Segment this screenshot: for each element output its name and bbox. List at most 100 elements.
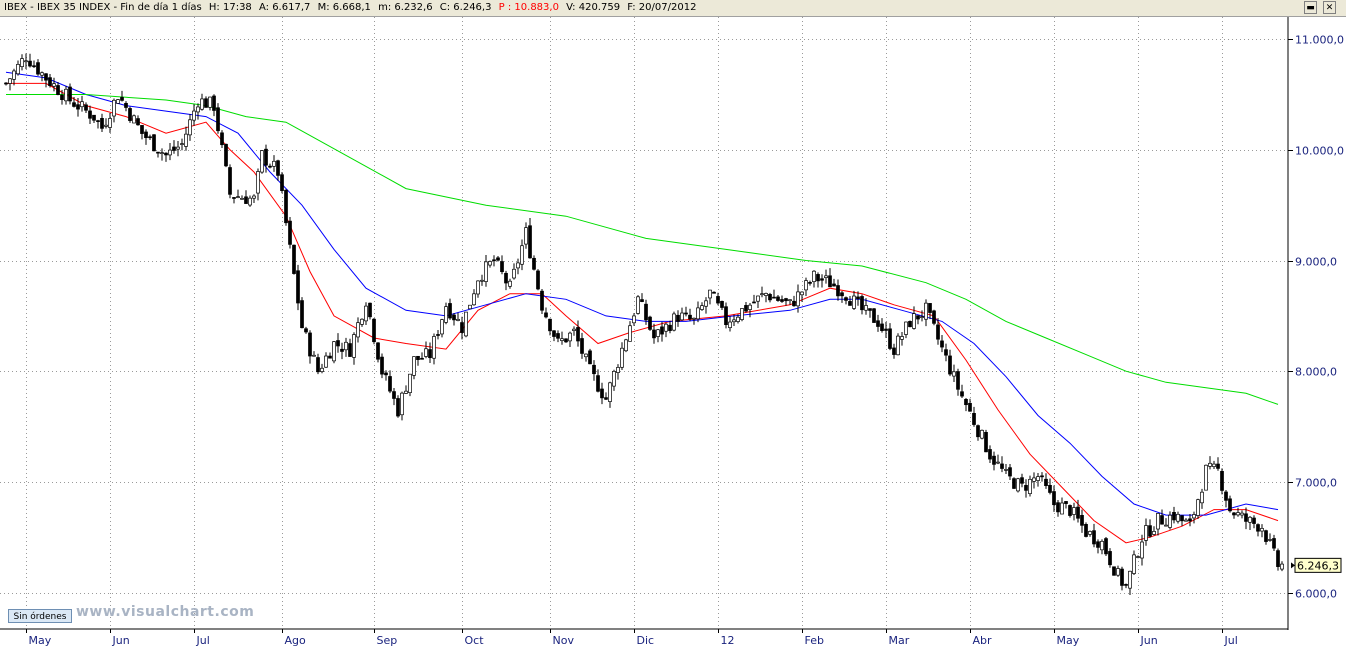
candle bbox=[376, 342, 380, 363]
candle bbox=[1148, 519, 1152, 538]
candle bbox=[732, 314, 736, 326]
candle-body bbox=[604, 397, 608, 400]
candle-body bbox=[560, 338, 564, 341]
candle-body bbox=[1204, 464, 1208, 491]
candle-body bbox=[1240, 512, 1244, 516]
candle bbox=[592, 360, 596, 381]
candle bbox=[460, 316, 464, 340]
candle bbox=[1044, 473, 1048, 489]
candle-body bbox=[668, 324, 672, 331]
candle-body bbox=[496, 257, 500, 261]
candle-body bbox=[408, 373, 412, 393]
candle-body bbox=[116, 99, 120, 104]
candle-body bbox=[572, 328, 576, 331]
candle bbox=[1204, 464, 1208, 491]
candle-body bbox=[1208, 462, 1212, 467]
candle bbox=[868, 308, 872, 318]
candle bbox=[1028, 475, 1032, 497]
candle-body bbox=[1060, 502, 1064, 515]
candle bbox=[1248, 516, 1252, 530]
candle-body bbox=[508, 280, 512, 287]
candle-body bbox=[832, 283, 836, 287]
candle bbox=[1092, 523, 1096, 548]
candle bbox=[292, 244, 296, 275]
candle bbox=[448, 298, 452, 320]
candle bbox=[796, 284, 800, 313]
candle-body bbox=[456, 318, 460, 321]
candle bbox=[1116, 565, 1120, 577]
candle-body bbox=[1116, 568, 1120, 576]
candle bbox=[580, 332, 584, 359]
candle-body bbox=[284, 189, 288, 224]
candle-body bbox=[1216, 463, 1220, 469]
candle bbox=[1048, 478, 1052, 495]
candle bbox=[440, 318, 444, 338]
candle-body bbox=[892, 347, 896, 355]
candle-body bbox=[76, 104, 80, 110]
candle-body bbox=[980, 429, 984, 439]
candle-body bbox=[956, 371, 960, 390]
high-readout: M: 6.668,1 bbox=[317, 2, 371, 13]
price-chart: 6.000,0 7.000,0 8.000,0 9.000,0 10.000,0 11.0… bbox=[0, 17, 1344, 647]
x-tick-label: Jul bbox=[196, 634, 210, 647]
candle bbox=[860, 294, 864, 315]
candle bbox=[320, 363, 324, 374]
candle-body bbox=[808, 282, 812, 284]
candle bbox=[576, 320, 580, 347]
candle-body bbox=[152, 134, 156, 152]
candle-body bbox=[1068, 505, 1072, 516]
candle bbox=[60, 89, 64, 105]
last-value-label: 6.246,3 bbox=[1291, 557, 1342, 573]
orders-button[interactable]: Sin órdenes bbox=[8, 609, 72, 623]
candle bbox=[1168, 511, 1172, 530]
candle bbox=[608, 381, 612, 408]
candle bbox=[1076, 499, 1080, 523]
candle bbox=[180, 138, 184, 151]
candle-body bbox=[460, 322, 464, 333]
candle-body bbox=[676, 314, 680, 322]
candle-body bbox=[112, 99, 116, 117]
candle bbox=[148, 134, 152, 141]
candle-body bbox=[1076, 506, 1080, 519]
candle bbox=[332, 340, 336, 364]
minimize-button[interactable]: ▬ bbox=[1304, 1, 1317, 14]
candle-body bbox=[388, 376, 392, 392]
candle-body bbox=[728, 321, 732, 329]
candle bbox=[944, 343, 948, 362]
candle-body bbox=[88, 110, 92, 119]
candle-body bbox=[440, 319, 444, 335]
candle bbox=[1056, 499, 1060, 517]
candle-body bbox=[184, 133, 188, 147]
candle-body bbox=[1192, 514, 1196, 519]
candle bbox=[8, 78, 12, 91]
candle bbox=[1272, 534, 1276, 551]
candle-body bbox=[1108, 551, 1112, 566]
candle-body bbox=[52, 83, 56, 87]
candle bbox=[1000, 456, 1004, 473]
candle-body bbox=[1124, 584, 1128, 586]
candle-body bbox=[104, 124, 108, 127]
candle-body bbox=[628, 325, 632, 342]
candle bbox=[176, 140, 180, 157]
candle-body bbox=[348, 343, 352, 357]
candle-body bbox=[1264, 530, 1268, 542]
candle-body bbox=[1064, 501, 1068, 504]
candle-body bbox=[352, 334, 356, 358]
candle bbox=[452, 313, 456, 326]
candle bbox=[808, 280, 812, 286]
candle bbox=[900, 331, 904, 346]
candle bbox=[36, 59, 40, 76]
candle-body bbox=[1096, 541, 1100, 548]
close-button[interactable]: ✕ bbox=[1323, 1, 1336, 14]
candle bbox=[80, 95, 84, 112]
candle bbox=[464, 311, 468, 338]
candle-body bbox=[720, 300, 724, 308]
candle-body bbox=[796, 291, 800, 307]
candle-body bbox=[996, 461, 1000, 464]
candle bbox=[820, 274, 824, 288]
candle-body bbox=[64, 88, 68, 102]
candle-body bbox=[716, 296, 720, 304]
candle-body bbox=[228, 167, 232, 195]
candle-body bbox=[12, 70, 16, 80]
candle-body bbox=[80, 101, 84, 108]
